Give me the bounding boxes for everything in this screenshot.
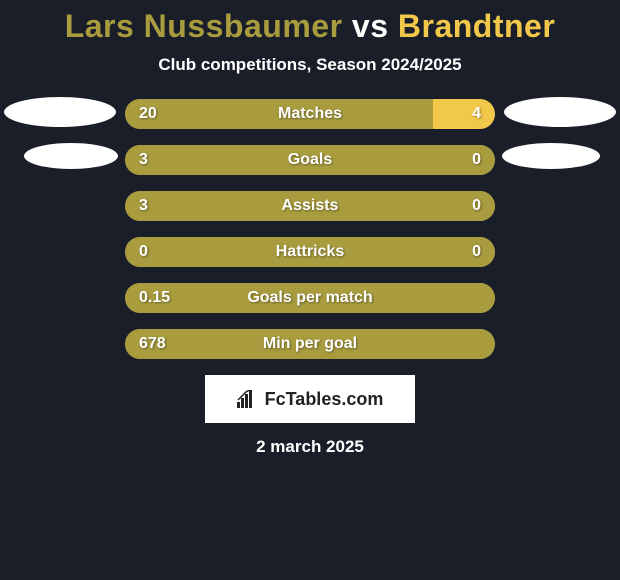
decorative-ellipse (504, 97, 616, 127)
branding-badge: FcTables.com (205, 375, 415, 423)
stat-label: Hattricks (125, 237, 495, 267)
title-player2: Brandtner (398, 8, 555, 44)
chart-icon (237, 390, 259, 408)
stat-label: Assists (125, 191, 495, 221)
decorative-ellipse (24, 143, 118, 169)
stat-row: 00Hattricks (125, 237, 495, 267)
decorative-ellipse (4, 97, 116, 127)
date-label: 2 march 2025 (0, 437, 620, 457)
stat-label: Matches (125, 99, 495, 129)
stat-row: 0.15Goals per match (125, 283, 495, 313)
decorative-ellipse (502, 143, 600, 169)
stat-row: 204Matches (125, 99, 495, 129)
stat-label: Goals per match (125, 283, 495, 313)
comparison-infographic: Lars Nussbaumer vs Brandtner Club compet… (0, 0, 620, 457)
content-area: 204Matches 30Goals 30Assists 00Hattricks 0.1… (0, 99, 620, 457)
stat-row: 678Min per goal (125, 329, 495, 359)
stat-row: 30Goals (125, 145, 495, 175)
stat-label: Min per goal (125, 329, 495, 359)
stat-bars: 204Matches 30Goals 30Assists 00Hattricks 0.1… (125, 99, 495, 359)
stat-label: Goals (125, 145, 495, 175)
title: Lars Nussbaumer vs Brandtner (0, 8, 620, 45)
stat-row: 30Assists (125, 191, 495, 221)
title-vs: vs (352, 8, 389, 44)
branding-text: FcTables.com (265, 389, 384, 410)
title-player1: Lars Nussbaumer (65, 8, 343, 44)
subtitle: Club competitions, Season 2024/2025 (0, 55, 620, 75)
